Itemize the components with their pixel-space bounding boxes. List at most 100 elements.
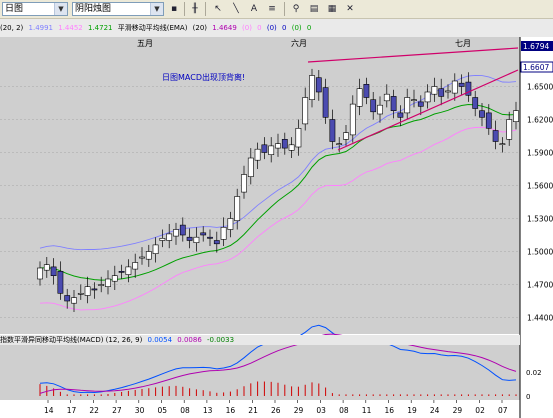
chart-type-select-value: 阴阳烛图 <box>75 4 112 14</box>
candle[interactable] <box>179 217 186 242</box>
candle[interactable] <box>390 89 397 119</box>
candle[interactable] <box>451 73 458 101</box>
price-tick-label: 1.4400 <box>527 314 553 323</box>
candle[interactable] <box>261 137 268 160</box>
candle[interactable] <box>84 276 91 304</box>
candle[interactable] <box>295 119 302 156</box>
candle[interactable] <box>37 261 43 286</box>
date-tick-label: 29 <box>294 406 304 415</box>
candle[interactable] <box>404 88 411 120</box>
properties-icon[interactable]: ▤ <box>309 4 319 14</box>
cursor-icon[interactable]: ↖ <box>214 4 222 14</box>
candle[interactable] <box>302 87 309 131</box>
candle[interactable] <box>281 132 288 155</box>
ema-z3-value: 0 <box>306 24 312 32</box>
candle[interactable] <box>417 95 424 116</box>
candle[interactable] <box>64 288 71 309</box>
chart-type-select[interactable]: 阴阳烛图 ▼ <box>72 2 164 16</box>
candle[interactable] <box>343 125 349 146</box>
candle[interactable] <box>105 270 111 295</box>
grid-icon[interactable]: ▦ <box>327 4 337 14</box>
candle[interactable] <box>485 104 492 135</box>
candle[interactable] <box>254 142 261 169</box>
toolbar: 日图 ▼ 阴阳烛图 ▼ ▪ ╫ ↖ ╲ A ≡ ⚲ ▤ ▦ ✕ <box>0 0 553 19</box>
text-icon[interactable]: A <box>250 4 258 14</box>
candle[interactable] <box>193 227 200 252</box>
candle[interactable] <box>458 74 465 96</box>
ema-period: (20) <box>192 24 208 32</box>
candle[interactable] <box>139 247 145 265</box>
candle[interactable] <box>445 84 451 99</box>
candle[interactable] <box>166 224 173 249</box>
candle[interactable] <box>186 228 193 249</box>
candle[interactable] <box>145 244 152 267</box>
candle[interactable] <box>241 165 247 199</box>
candle[interactable] <box>268 137 275 163</box>
candle[interactable] <box>465 72 472 102</box>
candle[interactable] <box>152 237 159 263</box>
candle[interactable] <box>159 229 166 248</box>
candle[interactable] <box>118 264 125 279</box>
candle[interactable] <box>411 89 417 108</box>
date-tick-label: 16 <box>226 406 236 415</box>
candle[interactable] <box>438 78 445 106</box>
candle[interactable] <box>383 84 390 108</box>
candle[interactable] <box>173 222 179 245</box>
candle[interactable] <box>275 133 281 157</box>
chevron-down-icon[interactable]: ▼ <box>54 3 67 15</box>
bar-chart-icon[interactable]: ╫ <box>192 4 198 14</box>
candle[interactable] <box>77 284 84 300</box>
close-icon[interactable]: ✕ <box>346 4 354 14</box>
candle[interactable] <box>234 188 241 230</box>
candle[interactable] <box>125 259 132 283</box>
candle[interactable] <box>71 290 77 312</box>
zoom-icon[interactable]: ⚲ <box>292 4 300 14</box>
candle[interactable] <box>492 120 499 150</box>
candle[interactable] <box>370 92 377 120</box>
candle[interactable] <box>349 95 356 143</box>
macd-value: 0.0054 <box>147 336 173 344</box>
candle[interactable] <box>424 84 431 109</box>
date-tick-label: 29 <box>453 406 463 415</box>
candle[interactable] <box>213 231 220 253</box>
fibonacci-icon[interactable]: ≡ <box>268 4 276 14</box>
trendline-icon[interactable]: ╲ <box>233 4 239 14</box>
candle[interactable] <box>200 226 207 242</box>
candle[interactable] <box>431 77 438 102</box>
candle[interactable] <box>506 111 513 146</box>
bollinger-mid: 1.4721 <box>87 24 113 32</box>
save-icon[interactable]: ▪ <box>170 4 178 14</box>
candle[interactable] <box>513 101 519 130</box>
candle[interactable] <box>309 68 315 108</box>
month-label-june: 六月 <box>291 39 307 48</box>
candle[interactable] <box>356 78 363 116</box>
candle[interactable] <box>288 137 295 158</box>
candle[interactable] <box>43 257 50 278</box>
bollinger-upper: 1.4991 <box>28 24 54 32</box>
candle[interactable] <box>329 109 336 150</box>
candle[interactable] <box>377 96 383 123</box>
candle[interactable] <box>132 253 139 278</box>
candle[interactable] <box>499 137 506 153</box>
candle[interactable] <box>315 70 322 101</box>
candle[interactable] <box>322 78 329 124</box>
bollinger-lower-path <box>39 126 517 311</box>
candle[interactable] <box>220 217 227 246</box>
candle[interactable] <box>227 211 234 238</box>
candle[interactable] <box>91 282 98 299</box>
chevron-down-icon[interactable]: ▼ <box>150 3 163 15</box>
date-tick-label: 27 <box>112 406 122 415</box>
candle[interactable] <box>247 148 254 185</box>
date-tick-label: 16 <box>385 406 395 415</box>
candle[interactable] <box>50 258 57 285</box>
candle[interactable] <box>363 77 370 105</box>
candle[interactable] <box>479 103 485 127</box>
candle[interactable] <box>111 265 118 290</box>
period-select[interactable]: 日图 ▼ <box>2 2 68 16</box>
ema-z3: (0) <box>291 24 302 32</box>
candle[interactable] <box>472 90 479 117</box>
candle[interactable] <box>207 229 213 247</box>
candle[interactable] <box>98 276 105 293</box>
candle[interactable] <box>57 261 64 300</box>
